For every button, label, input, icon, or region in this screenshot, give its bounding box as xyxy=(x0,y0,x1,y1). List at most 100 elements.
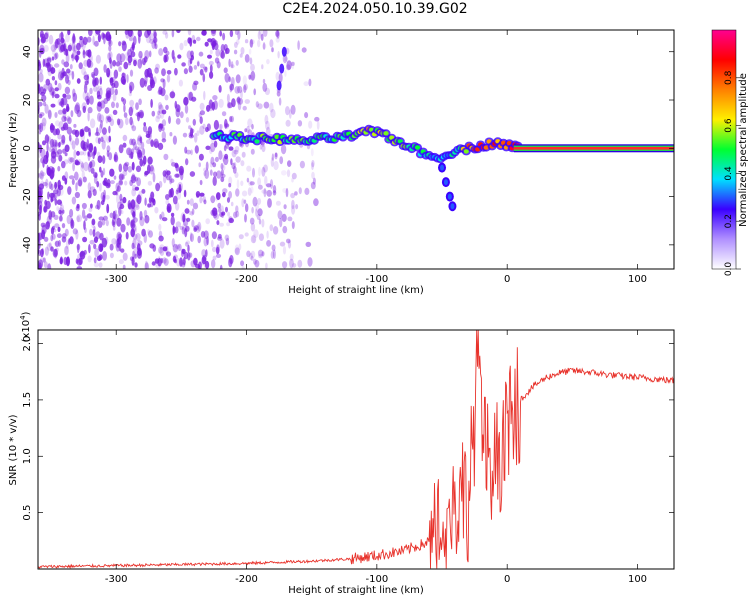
noise-blob xyxy=(57,179,61,189)
noise-blob xyxy=(228,183,232,188)
noise-blob xyxy=(188,210,192,215)
noise-blob xyxy=(112,225,116,231)
noise-blob xyxy=(56,38,61,45)
noise-blob xyxy=(97,151,101,158)
noise-blob xyxy=(50,44,57,52)
noise-blob xyxy=(130,220,134,227)
noise-blob xyxy=(175,163,180,172)
noise-blob xyxy=(261,218,265,228)
noise-blob xyxy=(290,192,295,199)
noise-blob xyxy=(83,59,89,67)
noise-blob xyxy=(243,84,247,93)
noise-blob xyxy=(204,66,208,73)
noise-blob xyxy=(46,57,52,63)
x-tick-label: 0 xyxy=(504,574,510,585)
noise-blob xyxy=(86,98,90,105)
noise-blob xyxy=(219,30,222,37)
noise-blob xyxy=(71,196,77,205)
noise-blob xyxy=(250,255,254,261)
noise-blob xyxy=(139,210,143,221)
noise-blob xyxy=(175,108,181,118)
noise-blob xyxy=(299,160,305,169)
noise-blob xyxy=(173,258,177,264)
noise-blob xyxy=(307,257,313,267)
noise-blob xyxy=(93,257,97,264)
noise-blob xyxy=(69,208,74,218)
noise-blob xyxy=(197,61,200,67)
noise-blob xyxy=(78,62,83,70)
noise-blob xyxy=(259,30,263,37)
noise-blob xyxy=(87,190,92,199)
noise-blob xyxy=(190,128,195,134)
noise-blob xyxy=(105,194,110,200)
noise-blob xyxy=(40,91,45,96)
noise-blob xyxy=(38,262,42,269)
noise-blob xyxy=(199,125,205,135)
noise-blob xyxy=(171,162,177,167)
noise-blob xyxy=(112,60,117,67)
noise-blob xyxy=(147,126,153,135)
noise-blob xyxy=(132,217,138,223)
noise-blob xyxy=(82,176,87,183)
noise-blob xyxy=(55,52,59,59)
noise-blob xyxy=(261,166,266,177)
noise-blob xyxy=(214,57,220,64)
noise-blob xyxy=(104,107,110,114)
noise-blob xyxy=(43,206,47,213)
noise-blob xyxy=(254,259,260,268)
noise-blob xyxy=(64,116,67,122)
noise-blob xyxy=(127,30,133,37)
noise-blob xyxy=(199,179,203,186)
noise-blob xyxy=(121,72,125,78)
noise-blob xyxy=(97,155,103,163)
noise-blob xyxy=(188,65,193,73)
noise-blob xyxy=(207,38,213,43)
noise-blob xyxy=(230,158,233,166)
noise-blob xyxy=(60,37,65,44)
noise-blob xyxy=(81,67,86,76)
noise-blob xyxy=(66,214,72,225)
noise-blob xyxy=(199,196,203,204)
track-core xyxy=(414,145,421,150)
noise-blob xyxy=(256,214,261,220)
noise-blob xyxy=(261,251,265,257)
noise-blob xyxy=(64,144,70,153)
noise-blob xyxy=(86,36,92,43)
snr-background xyxy=(38,330,674,569)
noise-blob xyxy=(67,44,73,52)
noise-blob xyxy=(193,65,198,70)
noise-blob xyxy=(47,166,51,177)
noise-blob xyxy=(179,225,184,230)
noise-blob xyxy=(260,33,264,41)
noise-blob xyxy=(93,225,96,232)
noise-blob xyxy=(135,148,141,155)
noise-blob xyxy=(216,244,220,255)
noise-blob xyxy=(237,85,243,94)
noise-blob xyxy=(316,120,320,130)
noise-blob xyxy=(103,34,106,45)
noise-blob xyxy=(199,116,203,124)
noise-blob xyxy=(149,72,153,79)
y-tick-label: -20 xyxy=(22,188,33,204)
y-tick-label: 2.0 xyxy=(22,336,33,352)
noise-blob xyxy=(46,243,53,251)
noise-blob xyxy=(76,78,81,84)
noise-blob xyxy=(234,146,240,153)
noise-blob xyxy=(171,238,175,248)
noise-blob xyxy=(190,233,194,243)
noise-blob xyxy=(38,200,43,210)
noise-blob xyxy=(148,50,152,58)
noise-blob xyxy=(116,194,120,204)
noise-blob xyxy=(112,210,116,220)
carrier-band-core xyxy=(513,146,674,150)
noise-blob xyxy=(147,180,153,186)
spectrogram-x-ticks: -300 -200 -100 0 100 xyxy=(105,30,647,285)
noise-blob xyxy=(89,54,93,63)
noise-blob xyxy=(96,181,100,188)
noise-blob xyxy=(74,191,80,199)
spectrogram-noise xyxy=(38,30,320,269)
noise-blob xyxy=(115,242,120,252)
noise-blob xyxy=(225,206,228,213)
noise-blob xyxy=(79,251,85,257)
noise-blob xyxy=(68,175,75,180)
